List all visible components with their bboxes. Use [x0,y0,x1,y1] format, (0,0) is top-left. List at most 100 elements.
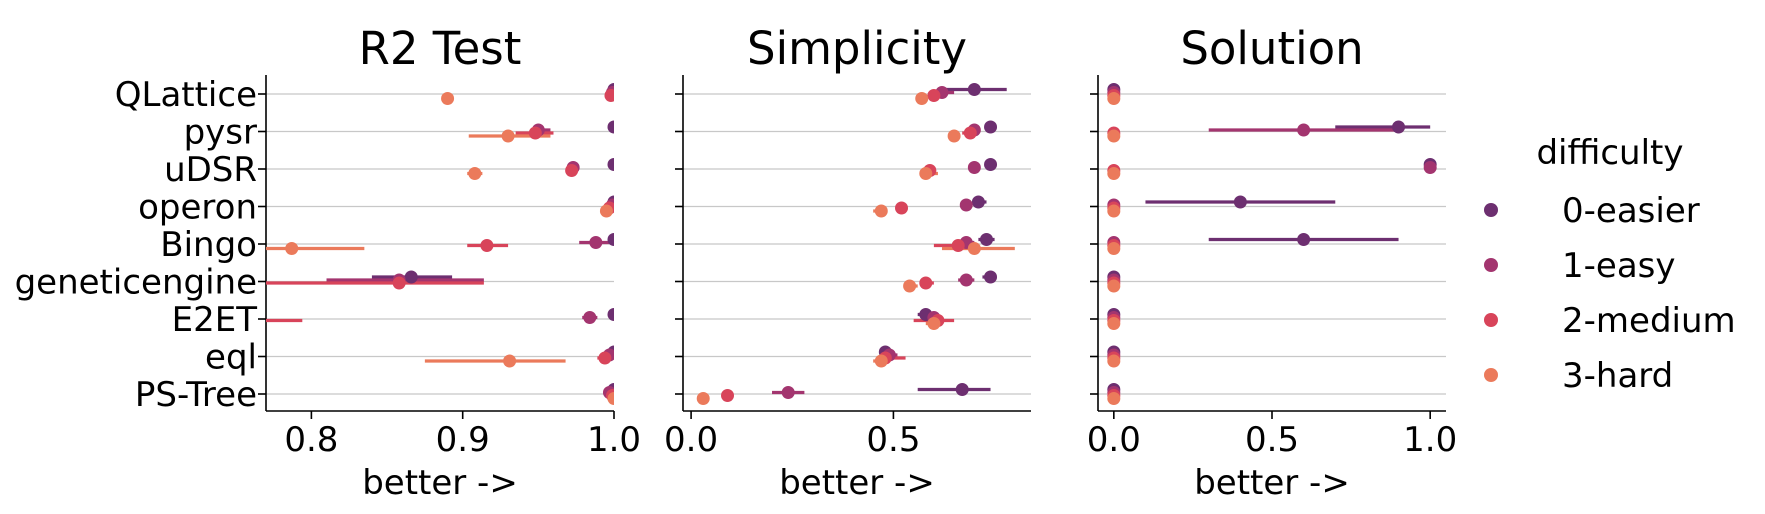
point-qlattice-2-medium [927,89,941,102]
point-operon-3-hard [874,204,888,218]
legend-marker [1484,258,1498,272]
point-bingo-3-hard [1107,242,1121,255]
category-label-e2et: E2ET [172,300,258,340]
point-bingo-2-medium [480,239,494,252]
point-ps-tree-0-easier [955,383,969,396]
data-marks [2,83,614,405]
x-tick-label: 0.0 [664,420,718,460]
x-tick-label: 1.0 [1403,420,1457,460]
point-eql-3-hard [874,354,888,368]
point-operon-1-easy [959,198,973,212]
x-tick-label: 0.0 [1087,420,1141,460]
point-eql-2-medium [598,351,612,365]
point-bingo-1-easy [589,236,603,249]
point-geneticengine-2-medium [919,276,933,290]
point-qlattice-0-easier [967,83,981,96]
point-qlattice-3-hard [1107,92,1121,105]
category-label-operon: operon [138,188,257,228]
point-pysr-3-hard [1107,129,1121,143]
point-e2et-1-easy [583,311,597,324]
point-e2et-3-hard [927,317,941,330]
point-e2et-2-medium [154,314,167,327]
category-label-bingo: Bingo [160,225,257,265]
point-e2et-3-hard [1107,317,1121,330]
legend: difficulty 0-easier 1-easy 2-medium 3-hard [1484,133,1736,396]
x-tick-label: 0.5 [1245,420,1299,460]
point-ps-tree-3-hard [696,392,710,405]
point-operon-0-easier [1233,195,1247,209]
legend-item-0-easier: 0-easier [1484,191,1700,231]
point-ps-tree-2-medium [721,389,735,402]
panel-title: Simplicity [747,22,967,75]
legend-marker [1484,368,1498,382]
legend-item-1-easy: 1-easy [1484,246,1676,286]
panel-title: Solution [1180,22,1363,75]
point-qlattice-2-medium [604,89,614,102]
point-udsr-1-easy [967,161,981,174]
point-operon-3-hard [599,204,613,218]
point-pysr-0-easier [1392,120,1406,134]
point-operon-2-medium [895,201,909,215]
panel-r2-test: R2 Test 0.8 0.9 1.0 better -> [2,22,641,503]
point-pysr-2-medium [963,126,977,140]
point-ps-tree-3-hard [607,392,614,405]
point-geneticengine-0-easier [984,270,998,284]
point-geneticengine-3-hard [903,279,917,293]
point-pysr-3-hard [947,129,961,143]
point-operon-0-easier [971,195,985,209]
point-pysr-3-hard [501,129,515,143]
point-eql-3-hard [1107,354,1121,368]
point-e2et-3-hard [2,317,15,330]
point-qlattice-3-hard [441,92,455,105]
category-label-pysr: pysr [184,113,257,153]
point-geneticengine-2-medium [392,276,406,290]
point-operon-3-hard [1107,204,1121,218]
legend-marker [1484,203,1498,217]
category-label-udsr: uDSR [164,150,257,190]
legend-title: difficulty [1536,133,1683,173]
point-ps-tree-3-hard [1107,392,1121,405]
point-pysr-1-easy [1297,123,1311,137]
x-tick-label: 0.9 [436,420,490,460]
point-geneticengine-0-easier [404,270,418,284]
point-qlattice-3-hard [915,92,929,105]
category-label-ps-tree: PS-Tree [135,375,257,415]
panel-solution: Solution 0.0 0.5 1.0 better -> [1087,22,1457,503]
legend-item-2-medium: 2-medium [1484,301,1736,341]
x-tick-label: 0.8 [284,420,338,460]
data-marks [696,83,1015,405]
point-bingo-0-easier [607,233,614,246]
point-udsr-0-easier [607,158,614,171]
point-udsr-3-hard [919,167,933,180]
category-axis: QLatticepysruDSRoperonBingogeneticengine… [15,75,258,415]
legend-marker [1484,313,1498,327]
point-eql-3-hard [503,354,517,368]
category-label-eql: eql [205,338,257,378]
legend-label: 0-easier [1562,191,1700,231]
point-bingo-0-easier [979,233,993,246]
legend-item-3-hard: 3-hard [1484,356,1673,396]
x-axis-label: better -> [779,463,935,503]
point-udsr-1-easy [1423,161,1437,174]
x-axis-label: better -> [1194,463,1350,503]
point-geneticengine-3-hard [1107,279,1121,293]
point-bingo-3-hard [967,242,981,255]
point-bingo-3-hard [285,242,299,255]
point-udsr-3-hard [468,167,482,180]
point-pysr-0-easier [607,120,614,134]
point-pysr-2-medium [528,126,542,140]
legend-label: 1-easy [1562,246,1676,286]
panel-title: R2 Test [359,22,522,75]
point-udsr-2-medium [565,164,579,177]
category-label-qlattice: QLattice [115,75,257,115]
x-tick-label: 0.5 [866,420,920,460]
data-marks [1107,83,1437,405]
point-udsr-0-easier [984,158,998,171]
legend-label: 2-medium [1562,301,1736,341]
point-e2et-0-easier [607,308,614,321]
point-udsr-3-hard [1107,167,1121,180]
point-bingo-2-medium [951,239,965,252]
point-geneticengine-1-easy [959,273,973,287]
point-bingo-0-easier [1297,233,1311,246]
